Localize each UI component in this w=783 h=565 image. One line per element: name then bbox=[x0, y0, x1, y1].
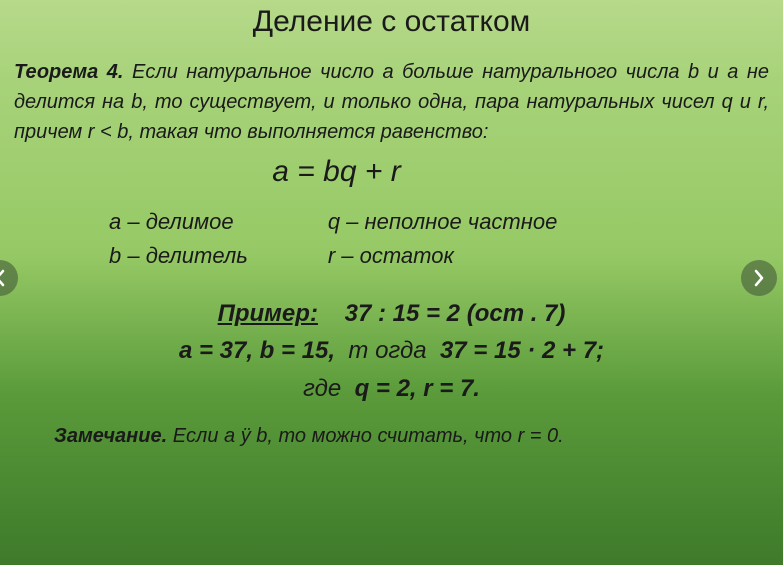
main-formula: a = bq + r bbox=[0, 155, 769, 189]
chevron-right-icon bbox=[752, 269, 766, 287]
next-slide-button[interactable] bbox=[741, 260, 777, 296]
remark-text: Если a ÿ b, то можно считать, что r = 0. bbox=[173, 425, 564, 447]
example-eq1: 37 : 15 = 2 (ост . 7) bbox=[345, 300, 566, 327]
chevron-left-icon bbox=[0, 269, 7, 287]
example-line3: где q = 2, r = 7. bbox=[14, 370, 769, 407]
slide-root: Деление с остатком Теорема 4. Если натур… bbox=[0, 0, 783, 565]
example-line2: a = 37, b = 15, т огда 37 = 15 · 2 + 7; bbox=[14, 332, 769, 369]
example-line1: Пример: 37 : 15 = 2 (ост . 7) bbox=[14, 295, 769, 332]
definitions-col-left: a – делимое b – делитель bbox=[109, 205, 248, 273]
definitions-col-right: q – неполное частное r – остаток bbox=[328, 205, 558, 273]
def-r: r – остаток bbox=[328, 239, 558, 273]
example-block: Пример: 37 : 15 = 2 (ост . 7) a = 37, b … bbox=[14, 295, 769, 407]
slide-title: Деление с остатком bbox=[14, 5, 769, 39]
theorem-text: Если натуральное число a больше натураль… bbox=[14, 61, 769, 143]
remark-block: Замечание. Если a ÿ b, то можно считать,… bbox=[54, 425, 769, 448]
def-a: a – делимое bbox=[109, 205, 248, 239]
theorem-block: Теорема 4. Если натуральное число a боль… bbox=[14, 57, 769, 147]
example-line2-mid: т огда bbox=[348, 337, 426, 364]
example-line2-post: 37 = 15 · 2 + 7; bbox=[440, 337, 604, 364]
def-b: b – делитель bbox=[109, 239, 248, 273]
remark-label: Замечание. bbox=[54, 425, 167, 447]
example-label: Пример: bbox=[218, 300, 318, 327]
def-q: q – неполное частное bbox=[328, 205, 558, 239]
theorem-label: Теорема 4. bbox=[14, 61, 123, 83]
example-line3-post: q = 2, r = 7. bbox=[355, 375, 480, 402]
definitions-row: a – делимое b – делитель q – неполное ча… bbox=[14, 205, 769, 273]
example-line3-pre: где bbox=[303, 375, 341, 402]
example-line2-pre: a = 37, b = 15, bbox=[179, 337, 335, 364]
